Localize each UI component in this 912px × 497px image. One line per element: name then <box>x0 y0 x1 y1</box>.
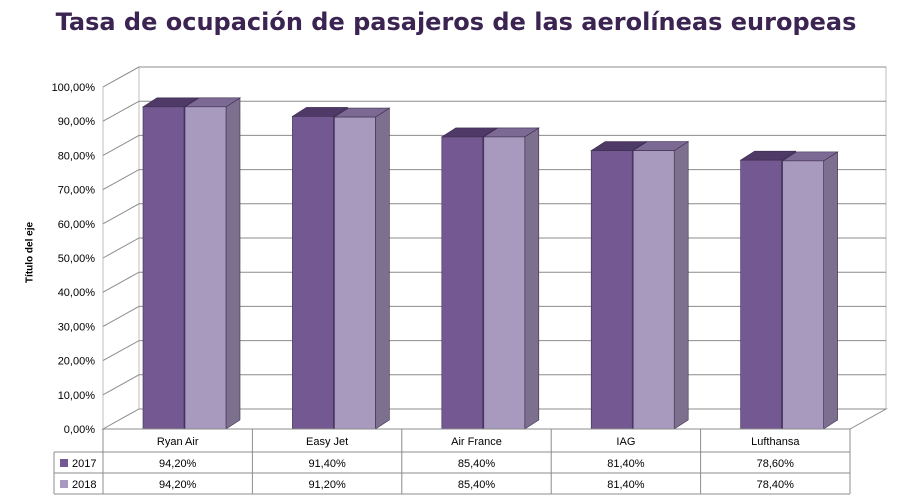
gridline <box>102 134 886 156</box>
bar-side <box>673 141 689 430</box>
data-label: 78,40% <box>757 479 795 491</box>
bar-side <box>823 151 838 430</box>
bar <box>334 116 376 430</box>
y-tick-label: 10,00% <box>58 390 96 402</box>
legend-swatch <box>60 480 68 488</box>
data-label: 94,20% <box>159 479 197 491</box>
y-tick-label: 50,00% <box>58 253 96 265</box>
y-tick-label: 30,00% <box>58 321 96 333</box>
legend-label: 2018 <box>72 479 96 491</box>
y-tick-label: 90,00% <box>58 116 96 128</box>
y-tick-label: 0,00% <box>64 424 95 436</box>
bar <box>483 136 526 430</box>
bar <box>782 160 824 430</box>
data-label: 91,20% <box>308 479 346 491</box>
bar <box>590 150 633 430</box>
gridline <box>102 100 886 122</box>
y-tick-label: 80,00% <box>58 150 96 162</box>
bar <box>184 106 227 430</box>
y-tick-label: 70,00% <box>58 185 96 197</box>
y-tick-label: 20,00% <box>58 356 96 368</box>
bar <box>142 106 185 430</box>
bar <box>740 159 782 430</box>
x-tick-label: Ryan Air <box>157 436 199 448</box>
data-label: 91,40% <box>308 458 346 470</box>
bar <box>441 136 484 430</box>
x-tick-label: Easy Jet <box>306 436 348 448</box>
data-label: 78,60% <box>757 458 795 470</box>
data-label: 94,20% <box>159 458 197 470</box>
legend-label: 2017 <box>72 458 96 470</box>
bar <box>632 150 675 430</box>
x-tick-label: IAG <box>616 436 635 448</box>
data-label: 85,40% <box>458 479 496 491</box>
y-tick-label: 40,00% <box>58 287 96 299</box>
x-tick-label: Lufthansa <box>751 436 800 448</box>
bar <box>292 116 334 430</box>
x-tick-label: Air France <box>451 436 502 448</box>
bar-side <box>375 107 390 430</box>
chart-title: Tasa de ocupación de pasajeros de las ae… <box>55 8 857 36</box>
y-tick-label: 60,00% <box>58 219 96 231</box>
bar-side <box>524 127 540 430</box>
bar-side <box>225 97 241 430</box>
data-label: 81,40% <box>607 458 645 470</box>
y-tick-label: 100,00% <box>52 82 96 94</box>
data-label: 85,40% <box>458 458 496 470</box>
gridline <box>102 66 886 88</box>
legend-swatch <box>60 459 68 467</box>
data-label: 81,40% <box>607 479 645 491</box>
